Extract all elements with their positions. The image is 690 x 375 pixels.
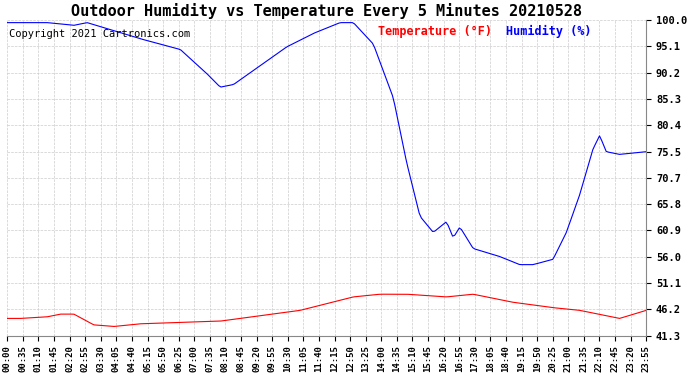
Text: Humidity (%): Humidity (%) [506, 25, 591, 38]
Text: Copyright 2021 Cartronics.com: Copyright 2021 Cartronics.com [8, 29, 190, 39]
Title: Outdoor Humidity vs Temperature Every 5 Minutes 20210528: Outdoor Humidity vs Temperature Every 5 … [71, 3, 582, 19]
Text: Temperature (°F): Temperature (°F) [378, 25, 492, 38]
